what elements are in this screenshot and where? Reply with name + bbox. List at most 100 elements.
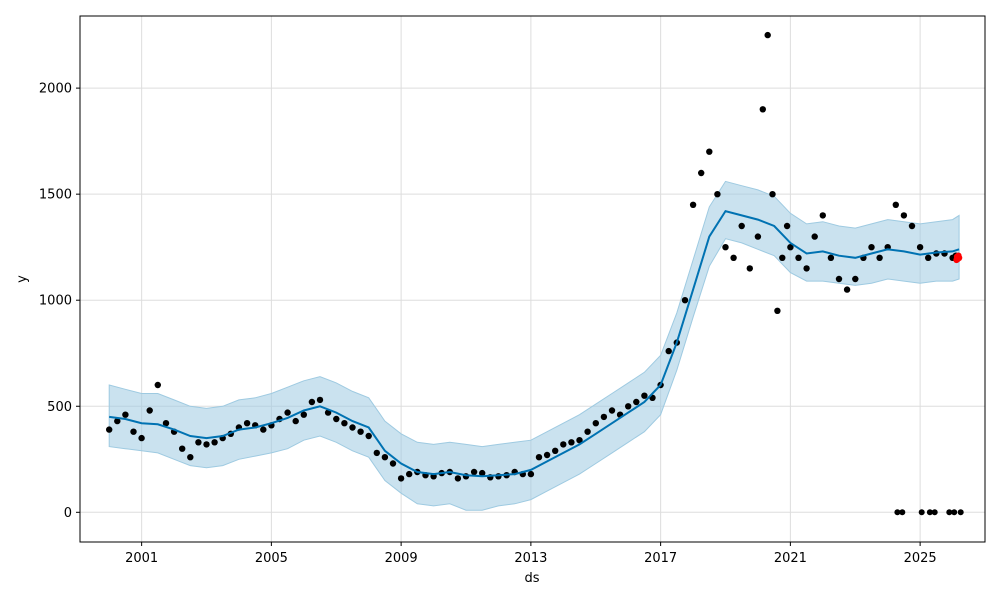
x-tick-label: 2017 (644, 551, 677, 566)
y-tick-label: 1000 (39, 294, 72, 309)
observed-point (730, 254, 737, 261)
observed-point (333, 415, 340, 423)
observed-point (722, 244, 729, 251)
observed-point (600, 413, 608, 421)
observed-point (454, 475, 462, 482)
highlight-point (955, 254, 963, 261)
observed-point (783, 222, 791, 230)
uncertainty-band-layer (108, 180, 960, 511)
observed-point (769, 191, 776, 198)
outlier-point (946, 509, 953, 516)
observed-point (795, 254, 802, 261)
observed-point (397, 475, 405, 482)
observed-point (633, 398, 640, 406)
observed-point (665, 347, 672, 355)
observed-point (381, 454, 389, 461)
forecast-line (109, 209, 960, 478)
observed-point (568, 439, 575, 446)
y-tick-label: 500 (47, 400, 72, 415)
observed-point (592, 420, 599, 427)
observed-point (835, 275, 843, 283)
observed-point (787, 244, 794, 251)
y-tick-label: 0 (64, 506, 72, 521)
observed-point (852, 275, 859, 283)
observed-point (908, 222, 916, 230)
observed-point (698, 169, 705, 177)
observed-point (900, 212, 908, 219)
x-tick-label: 2001 (125, 551, 158, 566)
observed-point (625, 403, 632, 410)
outlier-point (926, 509, 933, 516)
observed-point (876, 254, 883, 261)
observed-point (811, 233, 818, 240)
observed-point (576, 437, 583, 444)
x-tick-label: 2005 (255, 551, 288, 566)
observed-point (122, 411, 129, 418)
observed-point (260, 426, 267, 433)
y-axis-ticks: 0 500 1000 1500 2000 (39, 82, 80, 521)
observed-point (560, 441, 567, 448)
highlight-points-layer (953, 252, 963, 264)
observed-point (470, 468, 478, 476)
observed-point (341, 420, 348, 427)
y-tick-label: 1500 (39, 188, 72, 203)
x-tick-label: 2025 (904, 551, 937, 566)
x-axis-ticks: 2001 2005 2009 2013 2017 2021 2025 (125, 542, 937, 566)
observed-point (211, 439, 218, 446)
uncertainty-band (108, 180, 960, 511)
observed-point (916, 244, 924, 251)
observed-point (373, 449, 380, 457)
observed-point (738, 222, 745, 230)
observed-point (308, 398, 316, 406)
observed-point (608, 407, 616, 414)
observed-point (759, 106, 766, 113)
observed-point (300, 411, 307, 418)
observed-point (754, 233, 762, 240)
observed-point (114, 417, 121, 425)
x-tick-label: 2021 (774, 551, 807, 566)
outlier-point (918, 509, 925, 516)
observed-point (764, 31, 771, 39)
observed-point (892, 201, 899, 208)
observed-point (179, 445, 186, 452)
observed-point (138, 434, 145, 442)
x-tick-label: 2009 (385, 551, 418, 566)
forecast-line-layer (109, 209, 960, 478)
observed-point (543, 451, 551, 459)
observed-point (292, 417, 299, 425)
observed-point (479, 469, 486, 477)
observed-point (843, 286, 851, 293)
y-axis-label: y (15, 275, 30, 283)
observed-point (284, 409, 291, 416)
observed-point (243, 420, 251, 427)
observed-point (774, 307, 781, 314)
observed-point (641, 392, 648, 399)
observed-point (406, 470, 413, 478)
observed-point (535, 454, 543, 461)
observed-point (357, 428, 364, 435)
observed-point (130, 428, 137, 435)
outlier-point (957, 509, 964, 516)
observed-point (779, 254, 786, 261)
observed-point (349, 424, 356, 431)
x-tick-label: 2013 (514, 551, 547, 566)
x-axis-label: ds (524, 571, 539, 586)
observed-point (689, 201, 697, 208)
outlier-point (951, 509, 958, 516)
outlier-point (931, 509, 938, 516)
observed-point (819, 212, 826, 219)
observed-point (868, 244, 875, 251)
observed-point (681, 297, 689, 304)
observed-point (746, 265, 753, 272)
observed-point (154, 381, 161, 389)
observed-point (389, 460, 397, 467)
observed-point (527, 470, 535, 478)
observed-point (106, 426, 113, 433)
observed-point (714, 191, 721, 198)
observed-point (803, 265, 810, 272)
outlier-point (899, 509, 906, 516)
observed-point (203, 441, 210, 448)
observed-point (552, 447, 559, 454)
y-tick-label: 2000 (39, 82, 72, 97)
outlier-point (894, 509, 901, 516)
